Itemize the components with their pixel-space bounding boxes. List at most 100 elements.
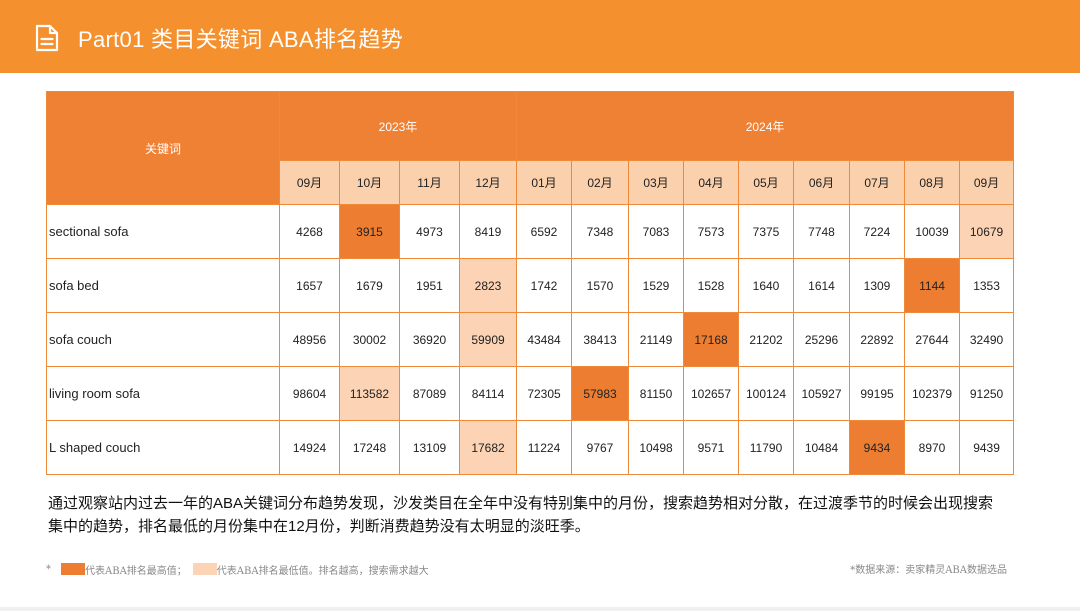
rank-cell: 8970 — [904, 420, 961, 475]
keyword-column-header: 关键词 — [46, 91, 280, 205]
rank-cell: 1614 — [793, 258, 851, 313]
rank-cell: 84114 — [458, 366, 518, 421]
rank-cell: 13109 — [399, 420, 460, 475]
rank-cell: 21202 — [738, 312, 795, 367]
rank-cell: 10039 — [904, 204, 961, 259]
rank-cell-lowest: 17682 — [458, 420, 518, 475]
rank-cell: 17248 — [339, 420, 400, 475]
rank-cell-highest: 1144 — [904, 258, 961, 313]
year-header: 2023年 — [278, 91, 518, 161]
keyword-cell: living room sofa — [46, 366, 280, 421]
rank-cell: 1309 — [849, 258, 906, 313]
rank-cell-highest: 3915 — [339, 204, 400, 259]
rank-cell-lowest: 2823 — [458, 258, 518, 313]
month-header: 12月 — [458, 160, 518, 205]
month-header: 09月 — [959, 160, 1015, 205]
rank-cell: 9439 — [959, 420, 1015, 475]
rank-cell: 1570 — [571, 258, 630, 313]
rank-cell: 11790 — [738, 420, 795, 475]
rank-cell-highest: 9434 — [849, 420, 906, 475]
rank-cell: 7375 — [738, 204, 795, 259]
rank-cell: 7348 — [571, 204, 630, 259]
year-header: 2024年 — [516, 91, 1015, 161]
rank-cell: 102657 — [683, 366, 740, 421]
month-header: 09月 — [279, 160, 340, 205]
rank-cell-highest: 57983 — [571, 366, 630, 421]
month-header: 04月 — [683, 160, 740, 205]
rank-cell: 48956 — [279, 312, 340, 367]
bottom-strip — [0, 607, 1080, 611]
keyword-cell: sofa bed — [46, 258, 280, 313]
data-source-note: *数据来源：卖家精灵ABA数据选品 — [850, 565, 1007, 576]
rank-cell: 32490 — [959, 312, 1015, 367]
month-header: 06月 — [793, 160, 851, 205]
rank-cell: 10484 — [793, 420, 851, 475]
keyword-cell: sectional sofa — [46, 204, 280, 259]
month-header: 08月 — [904, 160, 961, 205]
legend-low-swatch — [192, 563, 217, 575]
rank-cell: 8419 — [458, 204, 518, 259]
rank-cell: 27644 — [904, 312, 961, 367]
rank-cell: 1679 — [339, 258, 400, 313]
month-header: 02月 — [571, 160, 630, 205]
month-header: 03月 — [628, 160, 685, 205]
rank-cell: 1657 — [279, 258, 340, 313]
table-row: sectional sofa 4268 3915 4973 8419 6592 7348 70… — [46, 204, 1015, 259]
rank-cell: 87089 — [399, 366, 460, 421]
rank-cell: 81150 — [628, 366, 685, 421]
rank-cell: 21149 — [628, 312, 685, 367]
legend-high-label: 代表ABA排名最高值； — [85, 565, 187, 577]
page-title: Part01 类目关键词 ABA排名趋势 — [78, 27, 404, 52]
rank-cell: 7573 — [683, 204, 740, 259]
rank-cell: 1742 — [516, 258, 573, 313]
rank-cell: 43484 — [516, 312, 573, 367]
rank-cell: 38413 — [571, 312, 630, 367]
rank-cell: 7748 — [793, 204, 851, 259]
rank-cell: 91250 — [959, 366, 1015, 421]
month-header: 11月 — [399, 160, 460, 205]
rank-cell: 105927 — [793, 366, 851, 421]
rank-cell: 98604 — [279, 366, 340, 421]
rank-cell: 7083 — [628, 204, 685, 259]
rank-cell: 1529 — [628, 258, 685, 313]
month-header: 05月 — [738, 160, 795, 205]
table-row: L shaped couch 14924 17248 13109 17682 11224 9… — [46, 420, 1015, 475]
rank-cell: 36920 — [399, 312, 460, 367]
rank-cell: 1640 — [738, 258, 795, 313]
rank-cell: 1951 — [399, 258, 460, 313]
rank-cell: 102379 — [904, 366, 961, 421]
page-header: Part01 类目关键词 ABA排名趋势 — [0, 0, 1080, 73]
month-header: 01月 — [516, 160, 573, 205]
table-body: sectional sofa 4268 3915 4973 8419 6592 7348 70… — [46, 204, 1015, 475]
keyword-cell: sofa couch — [46, 312, 280, 367]
rank-cell: 14924 — [279, 420, 340, 475]
rank-cell-lowest: 59909 — [458, 312, 518, 367]
rank-cell: 4973 — [399, 204, 460, 259]
month-header: 10月 — [339, 160, 400, 205]
rank-cell: 11224 — [516, 420, 573, 475]
legend-high-swatch — [61, 563, 85, 575]
rank-cell: 7224 — [849, 204, 906, 259]
month-header-row: 09月 10月 11月 12月 01月 02月 03月 04月 05月 06月 07月 08月 09月 — [47, 160, 1015, 205]
rank-cell: 30002 — [339, 312, 400, 367]
legend-low-label: 代表ABA排名最低值。排名越高，搜索需求越大 — [216, 565, 429, 577]
rank-cell: 10498 — [628, 420, 685, 475]
rank-cell-lowest: 10679 — [959, 204, 1015, 259]
keyword-cell: L shaped couch — [46, 420, 280, 475]
aba-rank-table: 关键词 2023年 2024年 09月 10月 11月 12月 01月 02月 03月 04月 0… — [46, 91, 1015, 475]
rank-cell: 1353 — [959, 258, 1015, 313]
rank-cell: 22892 — [849, 312, 906, 367]
rank-cell: 6592 — [516, 204, 573, 259]
year-header-row: 关键词 2023年 2024年 — [46, 91, 1015, 205]
rank-cell: 9571 — [683, 420, 740, 475]
legend: * 代表ABA排名最高值； 代表ABA排名最低值。排名越高，搜索需求越大 — [46, 561, 429, 577]
legend-star: * — [46, 563, 51, 575]
table-row: sofa bed 1657 1679 1951 2823 1742 1570 1529 1528… — [46, 258, 1015, 313]
month-header: 07月 — [849, 160, 906, 205]
summary-text: 通过观察站内过去一年的ABA关键词分布趋势发现，沙发类目在全年中没有特别集中的月… — [48, 495, 994, 535]
rank-cell: 4268 — [279, 204, 340, 259]
rank-cell-lowest: 113582 — [339, 366, 400, 421]
table-row: living room sofa 98604 113582 87089 84114 723… — [46, 366, 1015, 421]
rank-cell: 25296 — [793, 312, 851, 367]
rank-cell: 72305 — [516, 366, 573, 421]
